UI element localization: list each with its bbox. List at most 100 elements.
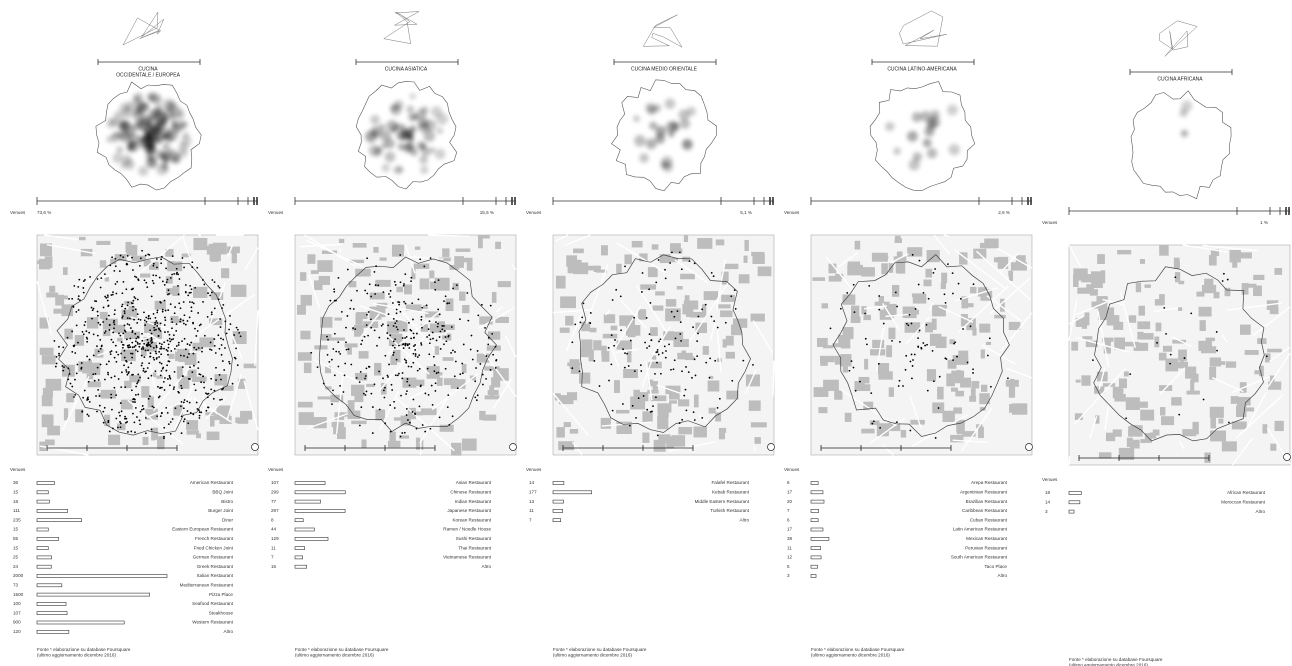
map-block [240, 411, 252, 420]
venue-dot [203, 382, 205, 384]
venue-dot [180, 307, 182, 309]
venue-dot [350, 300, 352, 302]
venue-dot [909, 430, 911, 432]
venue-dot [632, 405, 634, 407]
map-block [129, 306, 135, 315]
venue-dot [140, 319, 142, 321]
map-block [349, 281, 357, 287]
map-block [108, 435, 120, 445]
venue-dot [135, 308, 137, 310]
venue-category: Western Restaurant [192, 620, 233, 625]
venue-dot [177, 391, 179, 393]
venue-dot [1203, 399, 1205, 401]
venue-dot [849, 370, 851, 372]
venue-dot [123, 344, 125, 346]
venue-dot [108, 361, 110, 363]
venue-dot [221, 354, 223, 356]
venue-dot [184, 338, 186, 340]
map-block [814, 387, 829, 397]
venue-dot [71, 298, 73, 300]
density-spot [400, 124, 406, 130]
venue-count: 77 [271, 499, 277, 504]
source-note: (ultimo aggiornamento dicembre 2016) [295, 653, 374, 658]
map-block [1240, 325, 1251, 335]
map-block [451, 379, 466, 389]
venue-dot [669, 262, 671, 264]
venue-dot [217, 285, 219, 287]
venue-dot [199, 415, 201, 417]
venue-dot [196, 267, 198, 269]
venue-dot [126, 264, 128, 266]
venue-dot [174, 306, 176, 308]
venue-bar [811, 575, 816, 578]
venue-dot [461, 363, 463, 365]
venue-dot [221, 307, 223, 309]
venue-dot [81, 362, 83, 364]
venue-bar [553, 482, 564, 485]
map-block [896, 262, 905, 274]
venue-dot [203, 387, 205, 389]
venue-category: Falafel Restaurant [711, 480, 749, 485]
venue-dot [650, 339, 652, 341]
map-block [719, 433, 725, 439]
venue-dot [1227, 279, 1229, 281]
venue-dot [183, 267, 185, 269]
map-block [187, 430, 199, 434]
map-block [1191, 374, 1198, 383]
density-spot [138, 166, 148, 176]
venue-dot [116, 293, 118, 295]
venue-dot [919, 260, 921, 262]
venue-dot [152, 274, 154, 276]
venue-dot [973, 283, 975, 285]
density-spot [928, 116, 940, 128]
venue-dot [1129, 373, 1131, 375]
density-spot [924, 126, 934, 136]
map-block [1214, 292, 1220, 298]
venue-category: Turkish Restaurant [710, 508, 749, 513]
venue-dot [851, 360, 853, 362]
density-spot [420, 166, 428, 174]
venue-count: 18 [13, 499, 19, 504]
map-block [375, 409, 385, 420]
density-spot [398, 143, 405, 150]
map-block [193, 238, 207, 250]
venue-dot [149, 356, 151, 358]
venue-dot [171, 321, 173, 323]
venue-dot [407, 344, 409, 346]
venue-dot [626, 353, 628, 355]
venue-dot [471, 335, 473, 337]
map-block [1206, 338, 1215, 342]
venue-dot [208, 393, 210, 395]
map-block [1165, 358, 1178, 371]
venue-dot [679, 333, 681, 335]
map-block [1009, 271, 1013, 281]
venue-dot [388, 364, 390, 366]
venue-dot [141, 333, 143, 335]
map-block [1117, 250, 1131, 254]
map-block [435, 346, 439, 355]
venue-dot [680, 340, 682, 342]
venue-dot [88, 415, 90, 417]
venue-dot [165, 407, 167, 409]
venue-category: Mexican Restaurant [966, 536, 1008, 541]
venue-dot [434, 390, 436, 392]
density-spot [633, 115, 640, 122]
venue-dot [445, 336, 447, 338]
venue-dot [120, 255, 122, 257]
venue-dot [906, 323, 908, 325]
venue-count: 6 [787, 517, 790, 522]
venue-dot [413, 337, 415, 339]
venue-dot [145, 282, 147, 284]
venue-category: Kebab Restaurant [712, 490, 750, 495]
venue-dot [387, 324, 389, 326]
map-block [556, 427, 564, 437]
venue-dot [151, 375, 153, 377]
venue-dot [413, 333, 415, 335]
map-block [1073, 275, 1079, 287]
map-block [744, 256, 748, 263]
venue-dot [214, 345, 216, 347]
density-spot [114, 111, 125, 122]
venue-dot [962, 328, 964, 330]
venue-dot [317, 366, 319, 368]
venue-dot [612, 410, 614, 412]
